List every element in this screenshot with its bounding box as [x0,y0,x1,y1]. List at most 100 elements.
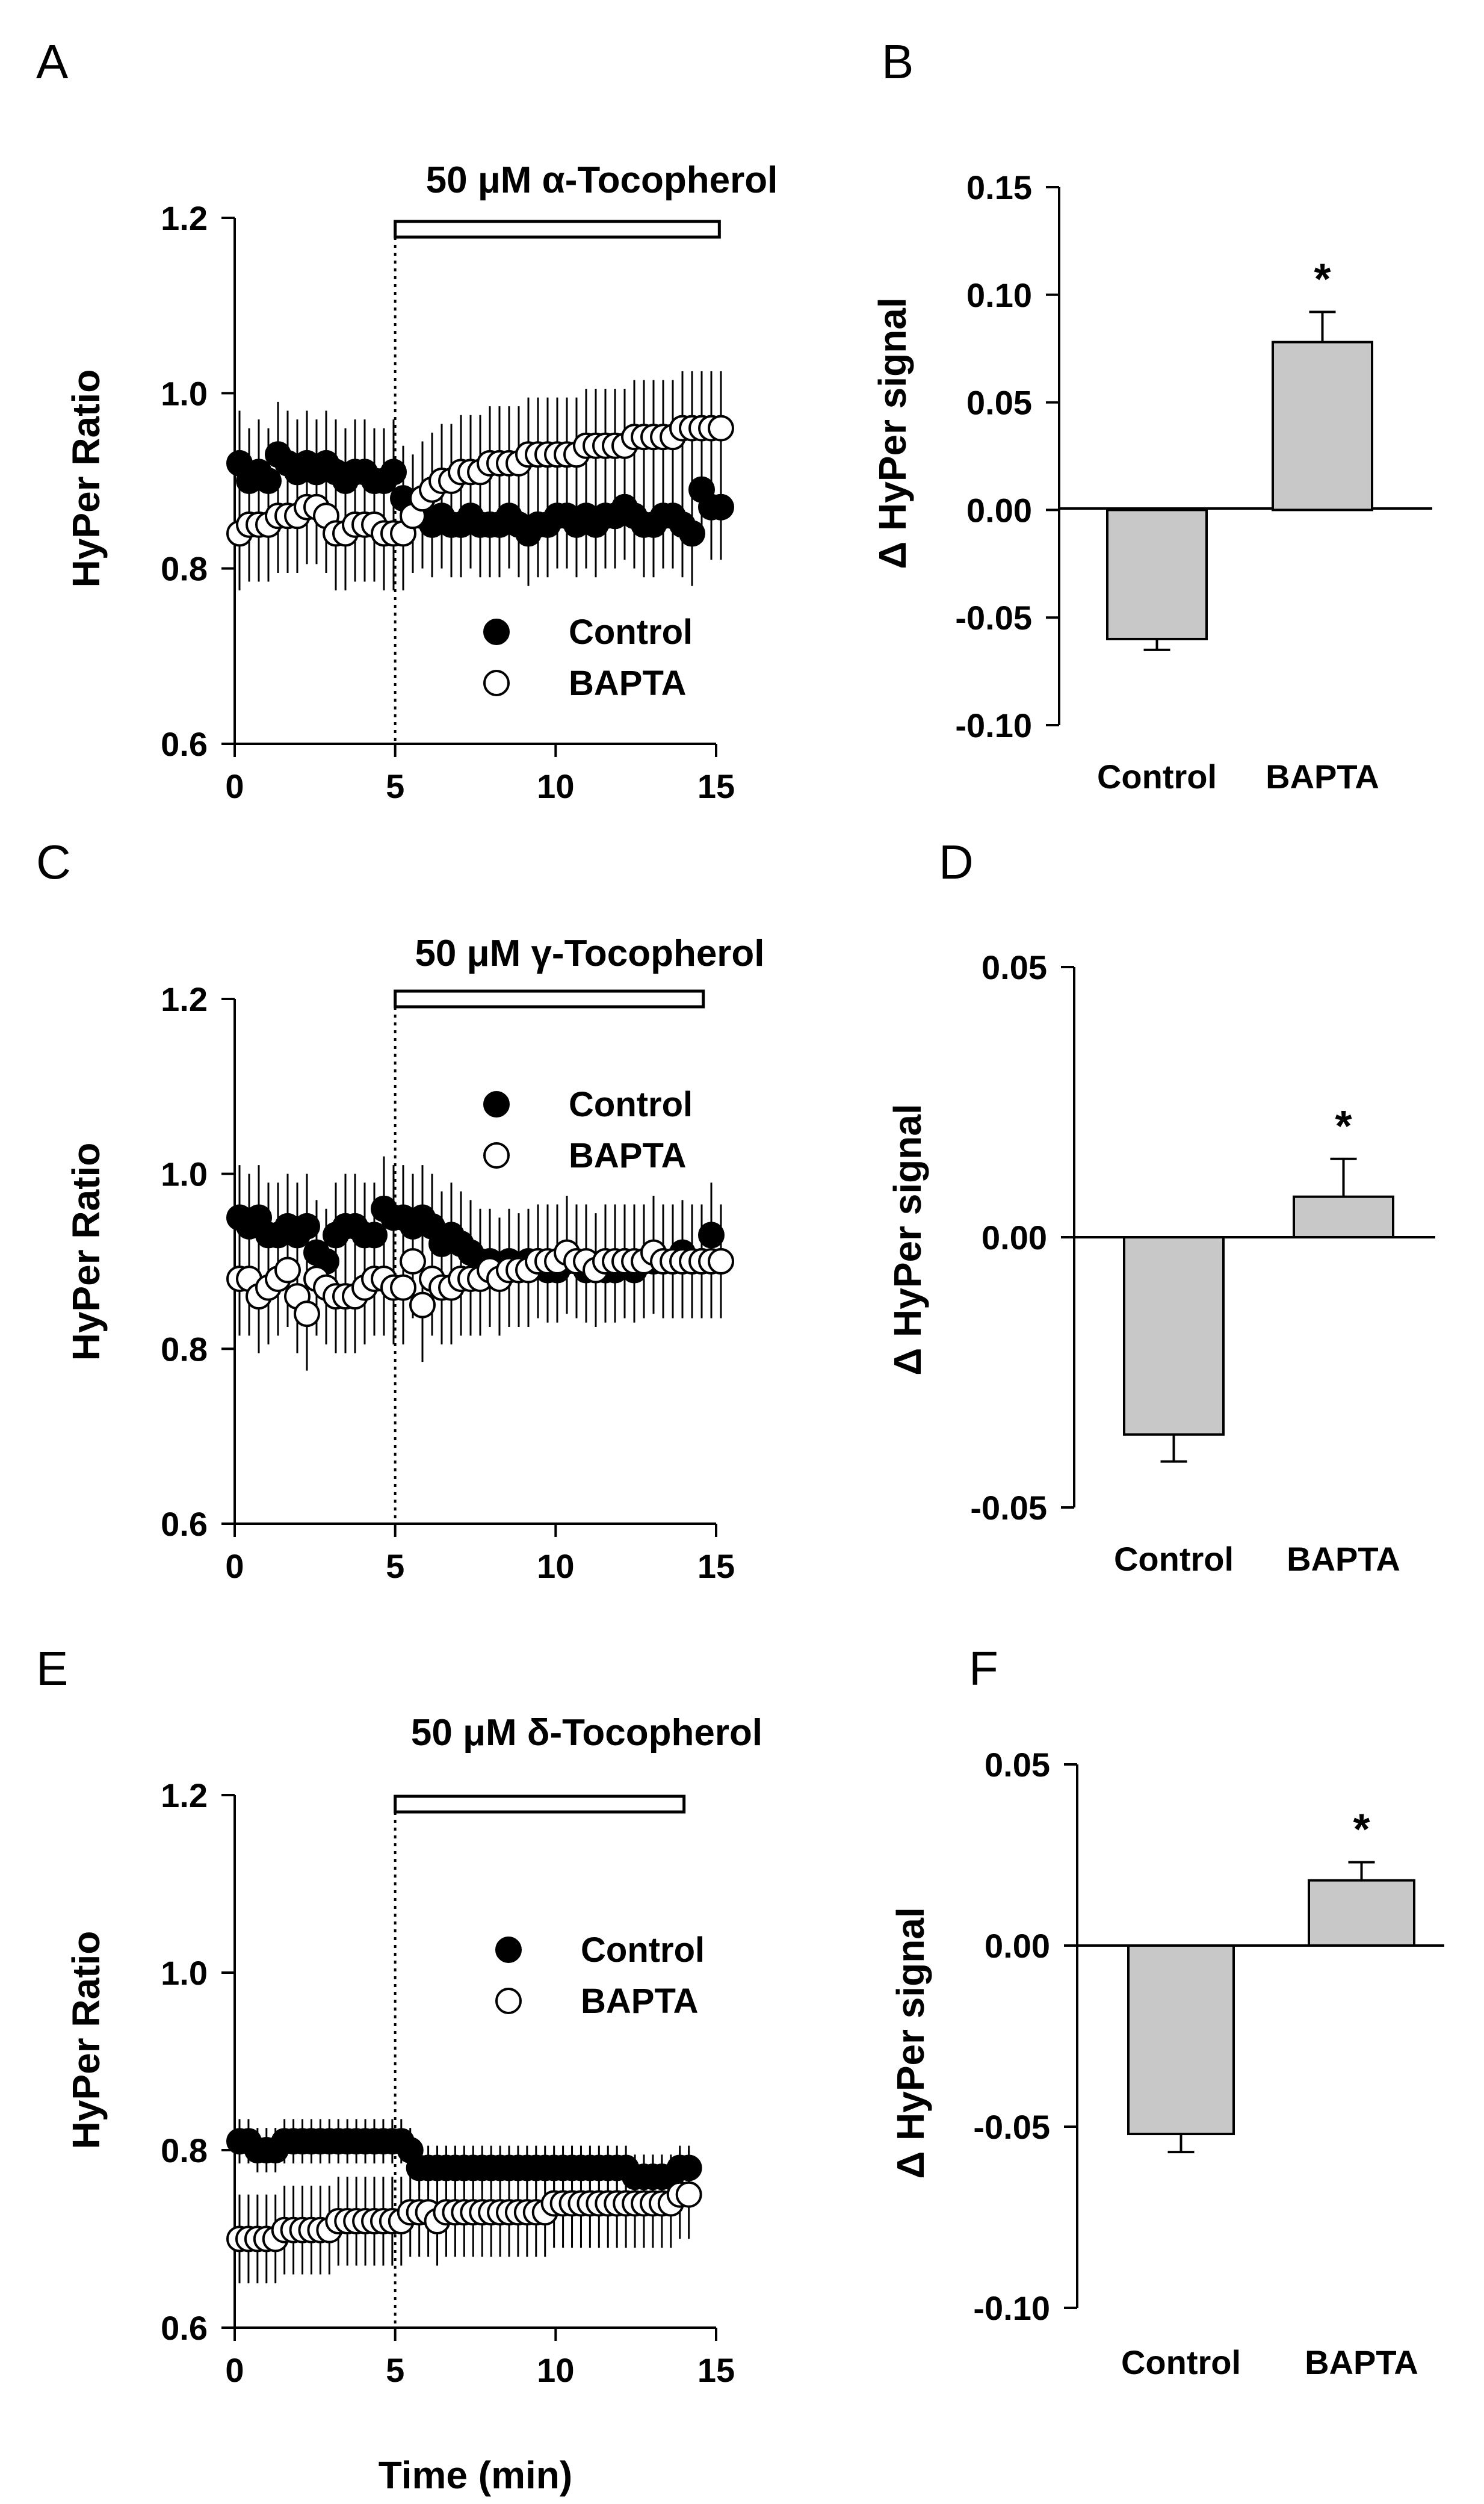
y-tick-label: 1.0 [161,374,208,412]
legend-marker-bapta [483,1142,510,1169]
legend-label-bapta: BAPTA [569,664,686,703]
bar-bapta [1272,341,1373,512]
x-tick-labels: 0 5 10 15 [225,1547,735,1585]
y-tick-label: 0.05 [966,384,1032,422]
panel-label: C [36,835,71,889]
legend-marker-control [483,1091,510,1118]
legend-label-bapta: BAPTA [569,1136,686,1175]
bar-control [1106,509,1208,640]
bapta-point [675,2181,702,2208]
error-bar-control [1160,1434,1187,1463]
bapta-point [294,1300,320,1328]
x-tick-label: 15 [697,1547,735,1585]
data-points [226,1156,734,1371]
y-tick-label: 0.05 [985,1746,1050,1784]
legend-marker-control [495,1937,522,1963]
y-tick-labels: -0.10 -0.05 0.00 0.05 0.10 0.15 [955,168,1032,744]
y-tick-labels: -0.10 -0.05 0.00 0.05 [973,1746,1050,2327]
legend-label-control: Control [569,1085,693,1124]
y-tick-label: 0.6 [161,2309,208,2347]
y-tick-label: 1.2 [161,199,208,237]
treatment-bar [394,220,721,239]
error-bar-control [1167,2134,1195,2154]
y-axis-label: HyPer Ratio [64,369,108,588]
x-tick-label: 15 [697,2351,735,2389]
bar-control [1123,1236,1225,1436]
x-tick-label: 10 [537,1547,574,1585]
error-bar-bapta [1348,1861,1375,1881]
x-tick-label: 5 [386,1547,404,1585]
x-tick-label: 0 [225,767,244,805]
legend: Control BAPTA [483,613,693,703]
x-tick-label: 0 [225,2351,244,2389]
y-tick-label: 0.00 [982,1219,1047,1257]
category-label-control: Control [1097,758,1217,796]
y-axis-label: Δ HyPer signal [871,297,914,569]
bapta-point [708,1248,734,1275]
x-tick-labels: 0 5 10 15 [225,767,735,805]
data-points [226,371,734,591]
bars [1123,1195,1394,1436]
panel-f: F Δ HyPer signal -0.10 -0.05 0.00 0.05 * [889,1642,1444,2381]
treatment-bar [394,1795,686,1814]
x-tick-label: 5 [386,767,404,805]
y-tick-label: -0.05 [970,1489,1047,1527]
panel-label: F [969,1642,998,1695]
error-bars [1167,1861,1375,2154]
x-axis-label: Time (min) [379,2453,572,2497]
treatment-bar [394,989,705,1009]
y-axis-label: HyPer Ratio [64,1931,108,2150]
y-tick-labels: 0.6 0.8 1.0 1.2 [161,1776,208,2347]
legend-marker-bapta [495,1988,522,2014]
category-label-bapta: BAPTA [1305,2343,1418,2381]
x-ticks [233,1524,717,1537]
y-tick-label: 1.2 [161,980,208,1018]
y-tick-label: 0.6 [161,725,208,763]
panel-e: E 50 μM δ-Tocopherol HyPer Ratio 0.6 0.8… [36,1642,762,2497]
significance: * [1314,255,1331,303]
y-axis-label: Δ HyPer signal [889,1907,932,2179]
y-tick-label: -0.10 [955,706,1032,744]
y-tick-label: 1.0 [161,1155,208,1193]
y-tick-label: 0.8 [161,1330,208,1368]
legend: Control BAPTA [483,1085,693,1175]
y-tick-label: -0.10 [973,2289,1050,2327]
bapta-point [409,1291,436,1318]
y-tick-label: -0.05 [973,2108,1050,2146]
y-tick-label: 0.8 [161,550,208,588]
bapta-point [400,1248,426,1275]
bapta-point [274,1257,301,1284]
bapta-point [390,1274,416,1301]
error-bar-control [1143,638,1170,651]
y-ticks [1046,186,1059,726]
legend-marker-control [483,619,510,645]
y-tick-label: 0.8 [161,2131,208,2169]
control-point [294,1213,320,1240]
y-tick-label: 0.6 [161,1505,208,1543]
category-label-control: Control [1114,1540,1234,1578]
category-label-bapta: BAPTA [1287,1540,1400,1578]
y-tick-label: 0.05 [982,948,1047,986]
category-labels: Control BAPTA [1121,2343,1418,2381]
significance-marker-bapta: * [1353,1806,1370,1854]
x-tick-label: 5 [386,2351,404,2389]
legend-marker-bapta [483,670,510,696]
y-tick-label: 1.2 [161,1776,208,1814]
y-axis-label: Δ HyPer signal [886,1104,929,1376]
y-tick-label: -0.05 [955,599,1032,637]
bars [1127,1879,1415,2136]
bar-control [1127,1944,1235,2136]
error-bars [1143,311,1336,651]
y-ticks [1064,1763,1077,2309]
category-label-bapta: BAPTA [1266,758,1379,796]
y-tick-labels: 0.6 0.8 1.0 1.2 [161,980,208,1543]
y-ticks [221,1794,235,2329]
error-bar-bapta [1330,1157,1357,1197]
y-ticks [221,998,235,1525]
control-point [679,520,705,547]
panel-label: D [939,835,974,889]
y-tick-labels: -0.05 0.00 0.05 [970,948,1047,1527]
panel-label: B [882,35,914,88]
y-tick-label: 0.00 [985,1927,1050,1965]
